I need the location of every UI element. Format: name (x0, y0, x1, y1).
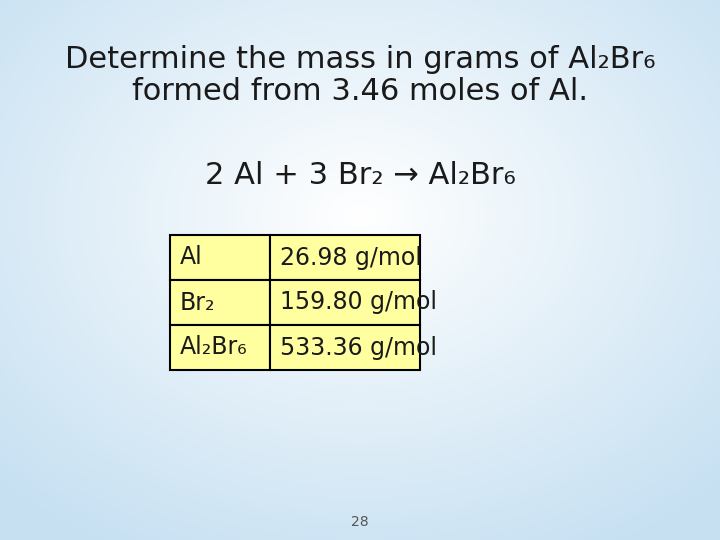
Text: formed from 3.46 moles of Al.: formed from 3.46 moles of Al. (132, 78, 588, 106)
Bar (170, 325, 270, 370)
Text: 26.98 g/mol: 26.98 g/mol (280, 246, 422, 269)
Bar (170, 280, 270, 325)
Text: Al₂Br₆: Al₂Br₆ (180, 335, 248, 360)
Bar (170, 235, 270, 280)
Text: 533.36 g/mol: 533.36 g/mol (280, 335, 437, 360)
Text: Al: Al (180, 246, 203, 269)
Text: Br₂: Br₂ (180, 291, 215, 314)
Bar (270, 325, 420, 370)
Text: 159.80 g/mol: 159.80 g/mol (280, 291, 437, 314)
Bar (270, 235, 420, 280)
Text: Determine the mass in grams of Al₂Br₆: Determine the mass in grams of Al₂Br₆ (65, 45, 655, 75)
Text: 28: 28 (351, 515, 369, 529)
Text: 2 Al + 3 Br₂ → Al₂Br₆: 2 Al + 3 Br₂ → Al₂Br₆ (204, 160, 516, 190)
Bar (270, 280, 420, 325)
